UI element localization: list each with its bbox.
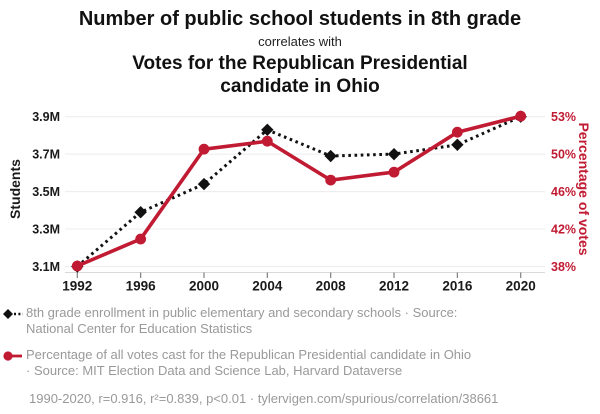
legend-item-enrollment: 8th grade enrollment in public elementar… xyxy=(3,305,583,336)
legend: 8th grade enrollment in public elementar… xyxy=(3,305,583,407)
x-axis-tick-label: 2016 xyxy=(442,279,473,294)
legend-item-votes: Percentage of all votes cast for the Rep… xyxy=(3,347,583,378)
x-axis-tick-label: 2004 xyxy=(252,279,283,294)
enrollment-data-point xyxy=(134,205,147,219)
x-axis-tick-label: 2012 xyxy=(379,279,409,294)
chart-area: 3.1M 38% 3.3M 42% 3.5M 46% 3.7M 50% 3.9M 53% 1992 1… xyxy=(0,99,600,299)
left-axis-tick-label: 3.7M xyxy=(32,148,60,162)
enrollment-data-point xyxy=(451,138,464,151)
votes-data-point xyxy=(198,143,210,155)
legend-text-votes: Percentage of all votes cast for the Rep… xyxy=(26,347,472,378)
x-axis-tick-label: 2020 xyxy=(506,279,536,294)
secondary-title-line1: Votes for the Republican Presidential xyxy=(132,53,468,74)
correlates-with-label: correlates with xyxy=(258,34,342,49)
secondary-title-line2: candidate in Ohio xyxy=(220,76,380,97)
x-axis-tick-label: 2000 xyxy=(189,279,219,294)
votes-data-point xyxy=(515,110,527,122)
x-axis-tick-label: 1996 xyxy=(126,279,157,294)
left-axis-tick-label: 3.5M xyxy=(32,185,60,199)
chart-header: Number of public school students in 8th … xyxy=(0,0,600,98)
votes-data-point xyxy=(135,233,147,245)
secondary-title: Votes for the Republican Presidential ca… xyxy=(0,52,600,98)
x-axis-tick-label: 2008 xyxy=(316,279,347,294)
red-circle-solid-series-icon xyxy=(3,351,22,361)
votes-data-point xyxy=(388,166,400,178)
right-axis-title: Percentage of votes xyxy=(576,122,592,256)
enrollment-data-point xyxy=(197,177,211,191)
black-diamond-dotted-series-icon xyxy=(3,309,23,319)
legend-text-enrollment: 8th grade enrollment in public elementar… xyxy=(26,305,458,336)
stats-citation-line: 1990-2020, r=0.916, r²=0.839, p<0.01 · t… xyxy=(29,391,499,406)
enrollment-data-point xyxy=(324,149,337,163)
right-axis-tick-label: 38% xyxy=(551,260,576,274)
x-axis-tick-label: 1992 xyxy=(62,279,92,294)
x-axis: 1992 1996 2000 2004 2008 2012 2016 2020 xyxy=(62,272,545,294)
left-axis-tick-label: 3.1M xyxy=(32,260,60,274)
right-axis-tick-label: 42% xyxy=(551,223,576,237)
votes-data-point xyxy=(325,174,337,186)
gridlines: 3.1M 38% 3.3M 42% 3.5M 46% 3.7M 50% 3.9M 53% xyxy=(32,110,576,274)
right-axis-tick-label: 46% xyxy=(551,185,576,199)
enrollment-data-point xyxy=(387,147,401,161)
votes-data-point xyxy=(261,135,273,147)
enrollment-data-point xyxy=(261,123,274,137)
right-axis-tick-label: 50% xyxy=(551,148,576,162)
right-axis-tick-label: 53% xyxy=(551,110,576,124)
chart-plot: 3.1M 38%3.3M 42%3.5M 46%3.7M 50%3.9M 53%1992 1… xyxy=(32,110,576,294)
page-title: Number of public school students in 8th … xyxy=(78,8,522,30)
series-votes xyxy=(71,110,527,272)
left-axis-title: Students xyxy=(7,159,23,219)
left-axis-tick-label: 3.3M xyxy=(32,223,60,237)
left-axis-tick-label: 3.9M xyxy=(32,110,60,124)
votes-data-point xyxy=(451,126,463,138)
votes-data-point xyxy=(71,260,83,272)
